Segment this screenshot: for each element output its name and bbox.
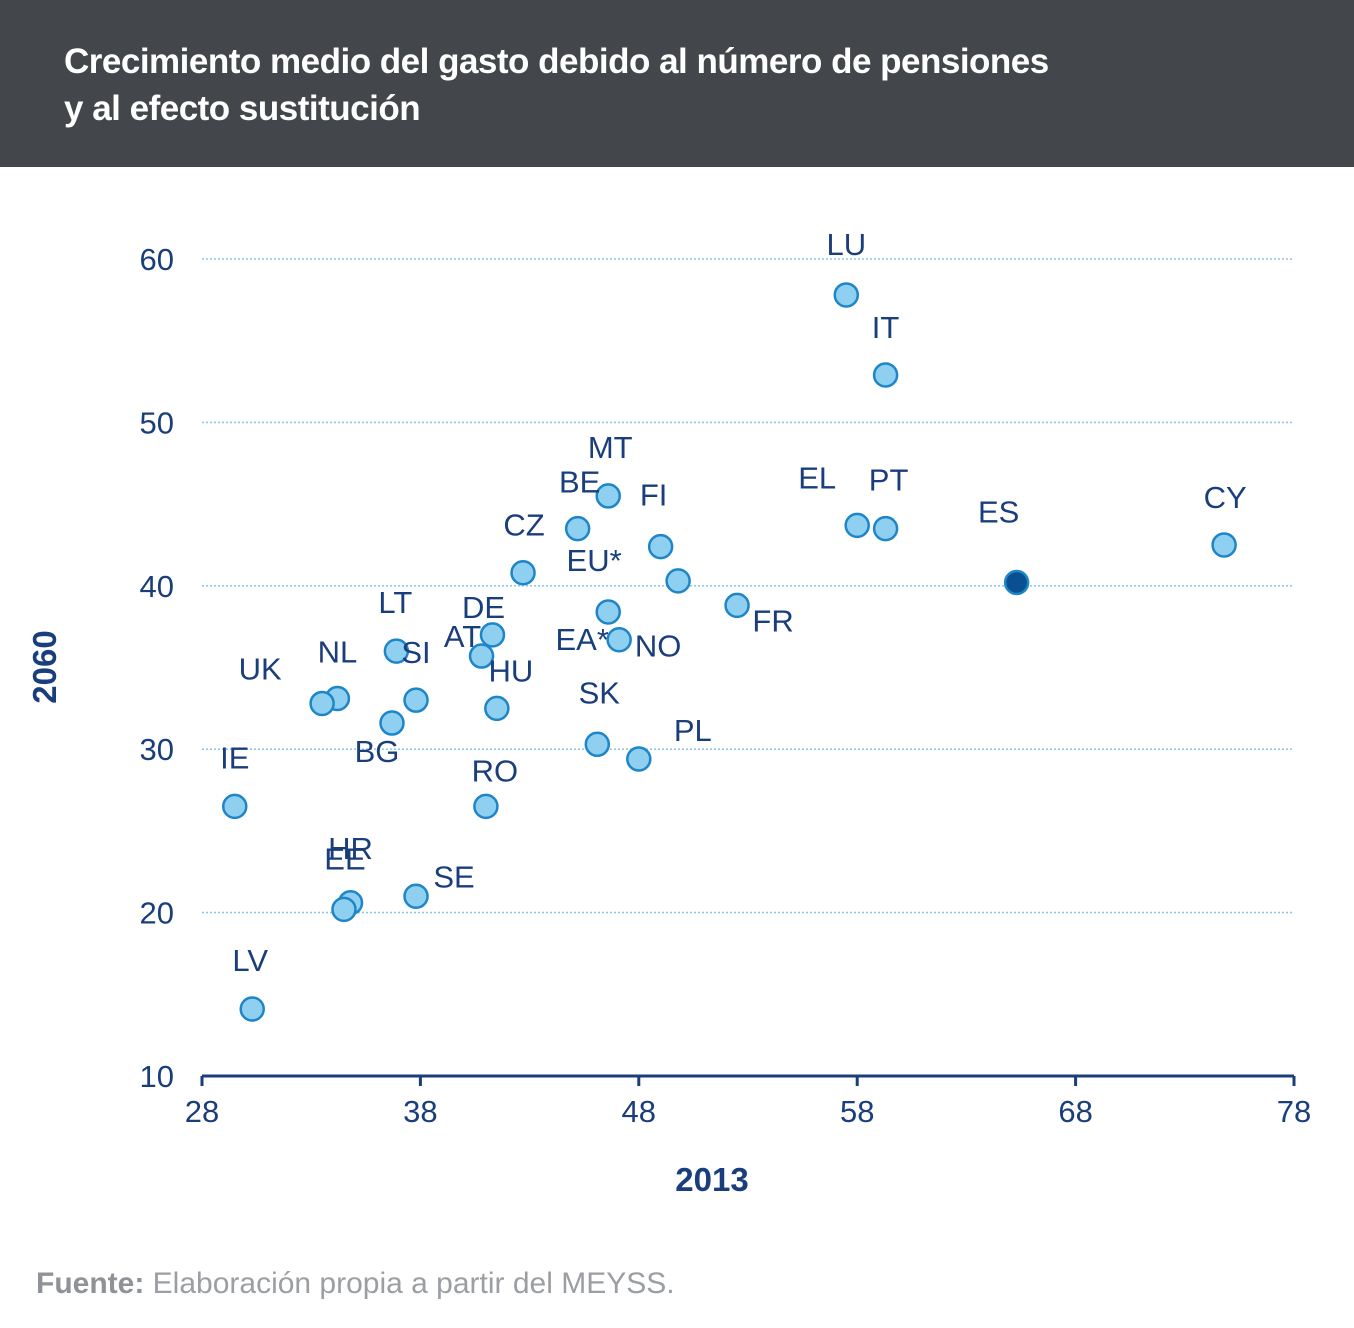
point-label-be: BE (559, 465, 600, 500)
x-tick-label: 38 (403, 1094, 437, 1129)
header-bar: Crecimiento medio del gasto debido al nú… (0, 0, 1354, 167)
point-label-cy: CY (1204, 480, 1247, 515)
point-si (403, 687, 429, 713)
point-label-ie: IE (220, 740, 249, 775)
x-tick-label: 78 (1277, 1094, 1311, 1129)
point-label-si: SI (401, 635, 430, 670)
point-be (564, 515, 591, 542)
source-label: Fuente: (36, 1267, 145, 1300)
point-label-de: DE (462, 590, 505, 625)
point-label-el: EL (798, 460, 836, 495)
point-pt (872, 515, 899, 542)
y-tick-label: 10 (140, 1059, 174, 1094)
y-tick-label: 20 (140, 896, 174, 931)
y-tick-label: 60 (140, 242, 174, 277)
point-label-uk: UK (239, 651, 282, 686)
point-lu (833, 282, 860, 308)
point-hu (484, 695, 510, 722)
point-label-eustar: EU* (567, 543, 622, 578)
point-lv (239, 996, 265, 1022)
y-tick-label: 40 (140, 569, 174, 604)
title-line-1: Crecimiento medio del gasto debido al nú… (64, 42, 1049, 81)
point-label-sk: SK (579, 675, 621, 710)
x-tick-label: 68 (1058, 1094, 1092, 1129)
scatter-chart: 10 20 30 40 50 60 28 38 48 58 68 78 2013 2060 LU IT MTBE… (26, 227, 1311, 1198)
point-ro (473, 793, 499, 820)
point-cy (1211, 532, 1237, 558)
point-bg (379, 710, 405, 736)
point-label-eastar: EA* (556, 622, 609, 657)
x-tick-label: 28 (185, 1094, 219, 1129)
point-eustar (665, 568, 691, 594)
point-cz (510, 559, 536, 586)
point-label-it: IT (872, 310, 900, 345)
point-uk (309, 690, 335, 717)
point-fi (647, 533, 674, 560)
point-label-ro: RO (472, 753, 519, 788)
point-it (872, 362, 899, 388)
point-label-fr: FR (752, 603, 793, 638)
point-label-fi: FI (640, 478, 668, 513)
point-label-hr: HR (328, 831, 373, 866)
point-es (1003, 569, 1030, 596)
point-label-es: ES (978, 495, 1019, 530)
point-pl (626, 746, 652, 772)
point-label-ee: EE (324, 841, 365, 876)
point-se (403, 883, 429, 910)
point-de (468, 643, 495, 669)
point-label-pl: PL (674, 713, 712, 748)
point-lt (383, 638, 410, 664)
point-label-pt: PT (869, 463, 909, 498)
chart-title: Crecimiento medio del gasto debido al nú… (64, 38, 1264, 132)
point-label-se: SE (433, 859, 474, 894)
point-label-lv: LV (232, 943, 268, 978)
x-axis-title: 2013 (675, 1161, 748, 1198)
source-note: Fuente: Elaboración propia a partir del … (36, 1267, 675, 1301)
point-label-bg: BG (355, 734, 400, 769)
source-text: Elaboración propia a partir del MEYSS. (144, 1267, 675, 1300)
y-tick-label: 50 (140, 405, 174, 440)
point-label-mt: MT (588, 430, 633, 465)
point-label-lu: LU (826, 227, 866, 262)
point-no (606, 626, 632, 653)
x-tick-label: 48 (622, 1094, 656, 1129)
point-ee (331, 896, 357, 923)
x-tick-label: 58 (840, 1094, 874, 1129)
point-ie (222, 793, 248, 820)
y-tick-label: 30 (140, 732, 174, 767)
point-fr (724, 592, 750, 619)
point-label-lt: LT (378, 585, 412, 620)
point-mt (595, 483, 621, 509)
point-sk (584, 731, 611, 758)
point-label-no: NO (635, 629, 682, 664)
point-el (844, 512, 870, 539)
title-line-2: y al efecto sustitución (64, 89, 421, 128)
point-eastar (595, 599, 621, 625)
point-label-nl: NL (318, 635, 358, 670)
point-label-hu: HU (488, 653, 533, 688)
point-at (479, 622, 506, 648)
point-label-cz: CZ (503, 508, 544, 543)
y-axis-title: 2060 (26, 630, 63, 703)
